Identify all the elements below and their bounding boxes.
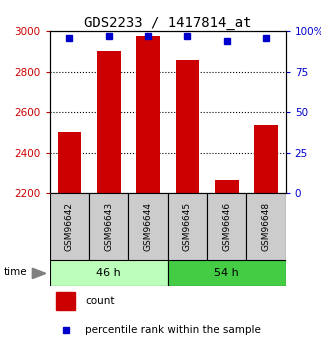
Bar (50, 260, 168, 286)
Bar (215, 180, 239, 193)
Bar (254, 125, 278, 193)
Bar (97, 51, 121, 193)
Bar (136, 36, 160, 193)
Polygon shape (32, 268, 46, 279)
Text: percentile rank within the sample: percentile rank within the sample (85, 325, 261, 335)
Title: GDS2233 / 1417814_at: GDS2233 / 1417814_at (84, 16, 251, 30)
Text: 54 h: 54 h (214, 268, 239, 278)
Bar (50, 193, 89, 260)
Bar (168, 193, 207, 260)
Bar (58, 132, 81, 193)
Bar (89, 193, 128, 260)
Text: count: count (85, 296, 115, 306)
Bar (128, 193, 168, 260)
Bar (176, 60, 199, 193)
Text: GSM96645: GSM96645 (183, 202, 192, 252)
Text: time: time (4, 267, 28, 277)
Text: GSM96644: GSM96644 (143, 202, 152, 252)
Text: GSM96643: GSM96643 (104, 202, 113, 252)
Text: GSM96646: GSM96646 (222, 202, 231, 252)
Bar (168, 260, 286, 286)
Text: 46 h: 46 h (96, 268, 121, 278)
Bar (247, 193, 286, 260)
Bar (207, 193, 247, 260)
Text: GSM96642: GSM96642 (65, 202, 74, 252)
Text: GSM96648: GSM96648 (262, 202, 271, 252)
Bar (56, 292, 75, 310)
